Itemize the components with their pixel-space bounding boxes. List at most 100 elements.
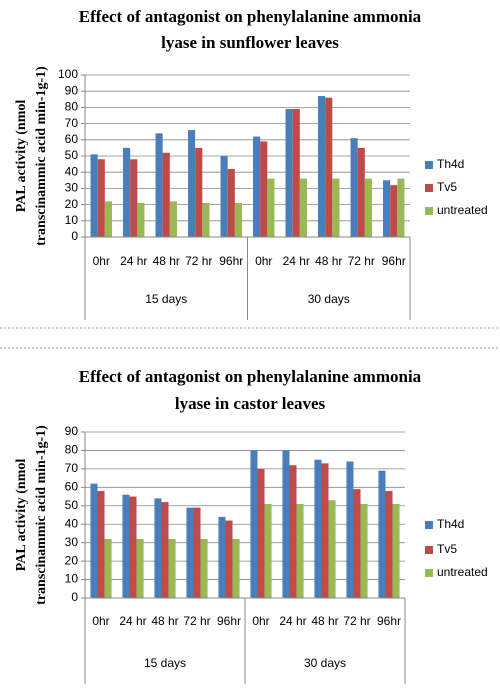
x-tick-label: 24 hr — [279, 614, 306, 628]
bar — [360, 503, 368, 598]
y-tick-label: 10 — [65, 572, 79, 586]
legend-swatch — [425, 521, 433, 529]
y-tick-label: 80 — [65, 443, 79, 457]
legend-swatch — [425, 207, 433, 215]
x-tick-label: 96hr — [219, 254, 243, 268]
legend-label: Th4d — [437, 157, 464, 171]
bar — [285, 109, 293, 237]
y-axis-label: transcinammic acid min-1g-1) — [34, 66, 49, 246]
y-tick-label: 90 — [65, 424, 79, 438]
group-label: 15 days — [144, 656, 186, 670]
x-tick-label: 72 hr — [343, 614, 370, 628]
bar — [299, 178, 307, 237]
x-tick-label: 48 hr — [151, 614, 178, 628]
bar — [193, 507, 201, 598]
chart-title: Effect of antagonist on phenylalanine am… — [79, 7, 422, 26]
y-tick-label: 20 — [65, 553, 79, 567]
y-tick-label: 60 — [65, 480, 79, 494]
x-tick-label: 48 hr — [311, 614, 338, 628]
bar — [123, 147, 131, 237]
x-tick-label: 96hr — [377, 614, 401, 628]
bar — [390, 185, 398, 237]
bar — [353, 489, 361, 598]
bar — [234, 202, 242, 237]
x-tick-label: 24 hr — [119, 614, 146, 628]
y-tick-label: 0 — [71, 229, 78, 243]
bar — [188, 130, 196, 237]
y-tick-label: 60 — [65, 132, 79, 146]
y-tick-label: 30 — [65, 181, 79, 195]
bar — [350, 138, 358, 237]
y-tick-label: 70 — [65, 116, 79, 130]
y-axis-label: PAL activity (nmol — [14, 100, 29, 213]
bar — [397, 178, 405, 237]
y-axis-label: transcinammic acid min-1g-1) — [34, 425, 49, 605]
bar — [136, 538, 144, 598]
y-tick-label: 100 — [58, 67, 78, 81]
bar — [155, 133, 163, 237]
bar — [260, 141, 268, 237]
legend-swatch — [425, 569, 433, 577]
bar — [200, 538, 208, 598]
y-tick-label: 0 — [71, 590, 78, 604]
bar — [253, 136, 261, 237]
bar — [129, 496, 137, 598]
bar — [225, 520, 233, 598]
bar — [90, 154, 98, 237]
group-label: 15 days — [145, 292, 187, 306]
x-tick-label: 96hr — [217, 614, 241, 628]
bar — [154, 498, 162, 598]
legend-label: Tv5 — [437, 542, 457, 556]
x-tick-label: 24 hr — [120, 254, 147, 268]
bar — [318, 96, 326, 237]
x-tick-label: 72 hr — [348, 254, 375, 268]
bar — [364, 178, 372, 237]
bar — [137, 202, 145, 237]
bar — [321, 463, 329, 598]
bar — [264, 503, 272, 598]
legend-swatch — [425, 546, 433, 554]
bar — [122, 494, 130, 598]
bar — [267, 178, 275, 237]
legend-label: untreated — [437, 203, 488, 217]
bar — [162, 152, 170, 237]
bar — [97, 491, 105, 598]
legend-swatch — [425, 161, 433, 169]
y-tick-label: 50 — [65, 498, 79, 512]
x-tick-label: 0hr — [255, 254, 272, 268]
legend-label: Th4d — [437, 517, 464, 531]
bar — [227, 168, 235, 237]
bar — [97, 159, 105, 237]
bar — [292, 109, 300, 237]
y-axis-label: PAL activity (nmol — [14, 459, 29, 572]
bar — [385, 491, 393, 598]
bar — [328, 500, 336, 598]
bar — [232, 538, 240, 598]
bar — [104, 538, 112, 598]
bar — [169, 201, 177, 237]
bar — [202, 202, 210, 237]
bar — [289, 465, 297, 598]
bar — [130, 159, 138, 237]
bar — [186, 507, 194, 598]
bar — [383, 180, 391, 237]
y-tick-label: 80 — [65, 100, 79, 114]
x-tick-label: 48 hr — [315, 254, 342, 268]
legend-label: Tv5 — [437, 180, 457, 194]
x-tick-label: 24 hr — [283, 254, 310, 268]
x-tick-label: 96hr — [382, 254, 406, 268]
bar — [392, 503, 400, 598]
y-tick-label: 20 — [65, 197, 79, 211]
chart-title: Effect of antagonist on phenylalanine am… — [79, 367, 422, 386]
y-tick-label: 50 — [65, 148, 79, 162]
y-tick-label: 30 — [65, 535, 79, 549]
x-tick-label: 0hr — [252, 614, 269, 628]
bar — [90, 483, 98, 598]
y-tick-label: 10 — [65, 213, 79, 227]
bar — [104, 201, 112, 237]
chart-title: lyase in sunflower leaves — [161, 33, 339, 52]
bar — [332, 178, 340, 237]
x-tick-label: 0hr — [93, 254, 110, 268]
y-tick-label: 40 — [65, 516, 79, 530]
